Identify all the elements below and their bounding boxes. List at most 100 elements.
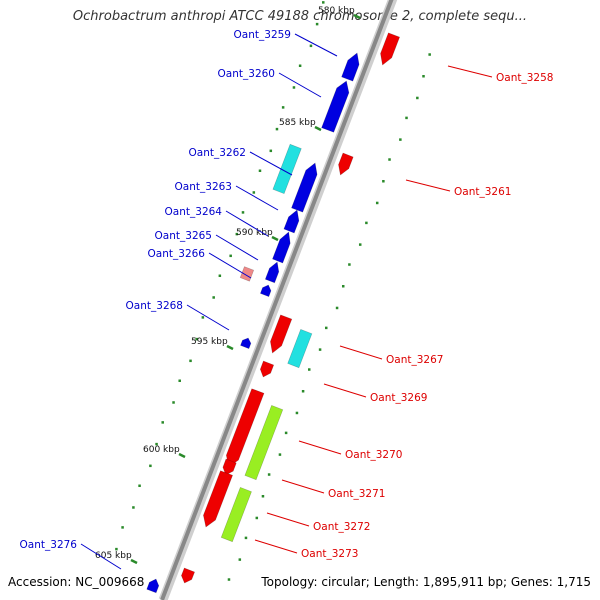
gc-dot (267, 473, 271, 476)
gc-dot (399, 138, 402, 141)
gene-label-oant-3262[interactable]: Oant_3262 (189, 147, 246, 159)
gene-feature-oant-3273[interactable] (181, 567, 195, 584)
gc-dot (218, 274, 222, 278)
gene-leader-line (186, 304, 230, 331)
gc-dot (341, 284, 345, 288)
gene-label-oant-3271[interactable]: Oant_3271 (328, 488, 385, 500)
gene-feature-oant-3266[interactable] (260, 284, 272, 297)
gene-label-oant-3268[interactable]: Oant_3268 (126, 300, 183, 312)
gc-dot (155, 442, 158, 446)
gene-label-oant-3259[interactable]: Oant_3259 (234, 29, 291, 41)
gene-feature-oant-3271[interactable] (222, 458, 237, 476)
gc-dot (235, 232, 239, 236)
gc-dot (428, 53, 431, 56)
scale-tick (271, 235, 279, 242)
gc-dot (322, 1, 325, 4)
gc-dot (284, 431, 288, 435)
scale-tick (226, 344, 234, 351)
gc-dot (149, 464, 152, 468)
gc-dot (121, 526, 124, 529)
gc-dot (388, 158, 391, 161)
gene-label-oant-3276[interactable]: Oant_3276 (20, 539, 78, 551)
scale-label: 590 kbp (236, 228, 273, 238)
gene-feature-oant-3272[interactable] (220, 487, 252, 543)
gc-dot (252, 191, 256, 194)
gc-dot (201, 316, 205, 319)
gc-dot (115, 547, 118, 551)
gc-dot (309, 44, 313, 48)
gene-feature-oant-3271[interactable] (203, 470, 233, 528)
gene-label-oant-3267[interactable]: Oant_3267 (386, 354, 443, 366)
gc-dot (138, 484, 141, 488)
gene-leader-line (254, 539, 298, 554)
scale-tick (130, 558, 138, 565)
gene-label-oant-3269[interactable]: Oant_3269 (370, 392, 427, 404)
gene-feature-oant-3262[interactable] (272, 143, 302, 194)
gc-dot (241, 211, 245, 214)
gene-label-oant-3265[interactable]: Oant_3265 (155, 230, 212, 242)
gc-dot (132, 506, 135, 509)
gene-feature-oant-3259[interactable] (341, 52, 360, 82)
gc-dot (269, 149, 273, 153)
gene-feature-oant-3260[interactable] (321, 80, 350, 133)
gene-leader-line (208, 252, 252, 279)
gene-feature-oant-3265[interactable] (264, 261, 280, 284)
gene-label-oant-3272[interactable]: Oant_3272 (313, 521, 370, 533)
gene-feature-oant-3270[interactable] (244, 405, 284, 481)
gene-label-oant-3261[interactable]: Oant_3261 (454, 186, 511, 198)
scale-tick (353, 13, 361, 20)
gc-dot (308, 368, 311, 371)
gene-feature-oant-3261[interactable] (338, 152, 354, 176)
gc-dot (358, 243, 362, 246)
gc-dot (212, 296, 215, 299)
gc-dot (318, 348, 322, 351)
gene-leader-line (278, 72, 322, 98)
gene-leader-line (249, 151, 293, 176)
accession-label: Accession: NC_009668 (8, 575, 145, 589)
gene-feature-oant-3266[interactable] (239, 266, 255, 282)
gc-dot (315, 22, 319, 26)
gene-feature-oant-3276[interactable] (146, 578, 160, 594)
gene-leader-line (294, 33, 338, 57)
gene-label-oant-3264[interactable]: Oant_3264 (165, 206, 223, 218)
gene-feature-oant-3268[interactable] (240, 337, 252, 349)
gc-dot (335, 306, 339, 310)
gene-leader-line (235, 185, 279, 211)
gc-dot (238, 558, 242, 561)
gc-dot (292, 86, 296, 89)
gc-dot (189, 359, 192, 363)
sequence-summary: Topology: circular; Length: 1,895,911 bp… (261, 575, 591, 589)
gc-dot (195, 337, 198, 341)
gene-label-oant-3273[interactable]: Oant_3273 (301, 548, 358, 560)
backbone-shadow (158, 0, 398, 600)
gene-feature-oant-3258[interactable] (380, 32, 400, 66)
gc-skew-track (115, 1, 431, 600)
gene-label-oant-3260[interactable]: Oant_3260 (218, 68, 275, 80)
gene-feature-oant-3267[interactable] (270, 314, 293, 354)
gc-dot (244, 536, 248, 540)
gene-label-oant-3270[interactable]: Oant_3270 (345, 449, 402, 461)
scale-label: 600 kbp (143, 445, 180, 455)
map-title: Ochrobactrum anthropi ATCC 49188 chromos… (72, 9, 528, 24)
gc-dot (281, 106, 285, 109)
gc-dot (229, 254, 232, 258)
scale-label: 605 kbp (95, 551, 132, 561)
gene-feature-oant-3269[interactable] (259, 360, 275, 378)
scale-tick (178, 452, 186, 459)
gene-label-oant-3266[interactable]: Oant_3266 (148, 248, 206, 260)
gene-leader-line (225, 210, 269, 237)
gene-feature-oant-3267[interactable] (287, 329, 313, 369)
scale-label: 585 kbp (279, 118, 316, 128)
chromosome-backbone (158, 0, 398, 600)
gene-label-oant-3263[interactable]: Oant_3263 (175, 181, 232, 193)
gene-feature-oant-3264[interactable] (272, 231, 291, 264)
gene-leader-line (405, 179, 451, 192)
gc-dot (258, 169, 262, 173)
scale-label: 595 kbp (191, 337, 228, 347)
gene-label-oant-3258[interactable]: Oant_3258 (496, 72, 553, 84)
gene-feature-oant-3263[interactable] (283, 209, 300, 234)
gc-dot (172, 401, 175, 404)
gene-leader-line (281, 479, 325, 494)
scale-label: 580 kbp (318, 6, 355, 16)
